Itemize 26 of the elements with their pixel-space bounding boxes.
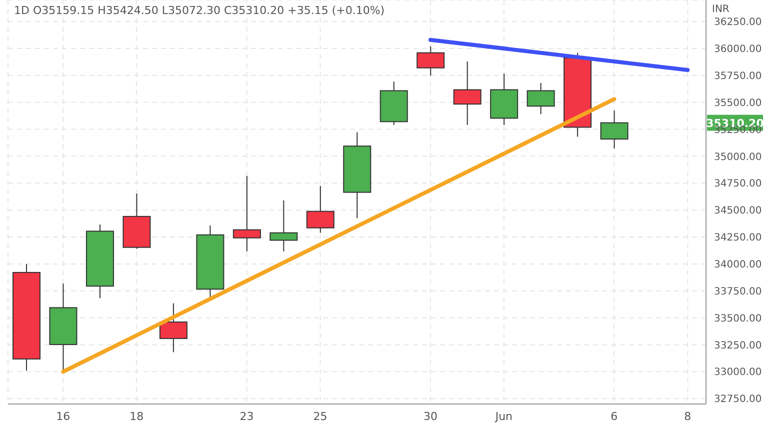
y-tick-label: 35500.00 [714, 98, 762, 109]
y-tick-label: 33250.00 [714, 340, 762, 352]
candlestick [232, 175, 261, 252]
x-tick-label: 6 [610, 410, 618, 423]
y-tick-label: 33000.00 [714, 367, 762, 378]
y-tick-label: 35000.00 [714, 152, 762, 163]
x-tick-label: 23 [240, 410, 254, 423]
y-tick-label: 36000.00 [714, 44, 762, 56]
x-tick-label: 30 [423, 410, 438, 423]
chart-title: 1D O35159.15 H35424.50 L35072.30 C35310.20 +35.15 (+0.10%) [14, 4, 385, 17]
y-tick-label: 33750.00 [714, 286, 762, 298]
x-tick-label: 16 [56, 410, 70, 423]
y-tick-label: 35750.00 [714, 70, 762, 82]
x-tick-label: Jun [494, 410, 513, 423]
x-tick-label: 25 [313, 410, 328, 423]
y-tick-label: 34000.00 [714, 259, 762, 270]
y-tick-label: 36250.00 [714, 17, 762, 28]
y-tick-label: 32750.00 [714, 394, 762, 406]
y-tick-label: 34500.00 [714, 206, 762, 217]
y-axis-title: INR [712, 4, 730, 15]
y-tick-label: 34750.00 [714, 178, 762, 190]
candlestick [270, 200, 298, 252]
y-tick-label: 33500.00 [714, 313, 762, 324]
y-tick-label: 34250.00 [714, 232, 762, 244]
x-tick-label: 8 [684, 410, 692, 423]
x-tick-label: 18 [130, 410, 144, 423]
